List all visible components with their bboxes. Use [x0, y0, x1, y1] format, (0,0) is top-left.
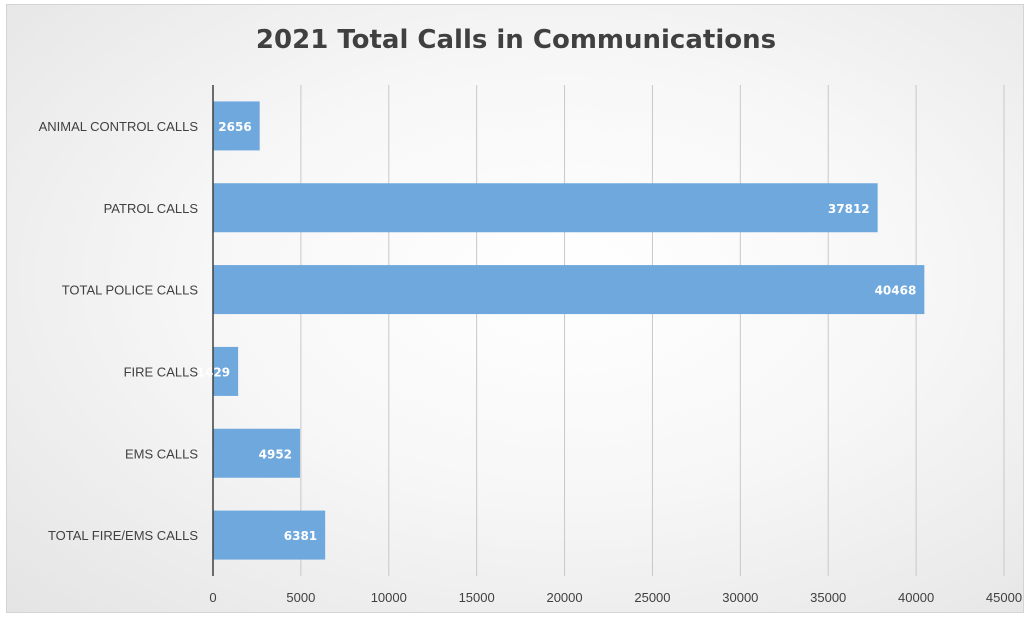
x-tick-label: 5000	[286, 590, 315, 605]
x-tick-label: 45000	[986, 590, 1022, 605]
category-label: TOTAL POLICE CALLS	[62, 283, 199, 298]
category-label: PATROL CALLS	[104, 201, 199, 216]
x-tick-label: 35000	[810, 590, 846, 605]
x-tick-label: 15000	[459, 590, 495, 605]
data-label: 37812	[828, 202, 870, 216]
data-label: 40468	[875, 284, 917, 298]
x-tick-label: 20000	[546, 590, 582, 605]
gridlines	[300, 85, 1005, 576]
bar	[213, 346, 239, 396]
x-tick-label: 10000	[371, 590, 407, 605]
data-label: 6381	[284, 529, 317, 543]
chart-plot: 0 5000 10000 15000 20000 25000 30000 35000 40000…	[39, 85, 1023, 605]
chart-area: 2021 Total Calls in Communications 0 5000…	[6, 4, 1024, 613]
data-label: 1429	[197, 365, 230, 379]
bars	[213, 101, 925, 560]
bar	[213, 428, 301, 478]
x-tick-label: 25000	[634, 590, 670, 605]
bar	[213, 101, 260, 151]
bar	[213, 265, 925, 315]
category-label: TOTAL FIRE/EMS CALLS	[48, 528, 198, 543]
category-label: ANIMAL CONTROL CALLS	[39, 119, 199, 134]
category-label: FIRE CALLS	[124, 364, 199, 379]
x-tick-label: 40000	[898, 590, 934, 605]
labels: 0 5000 10000 15000 20000 25000 30000 35000 40000…	[39, 119, 1023, 605]
bar	[213, 183, 878, 233]
chart-title: 2021 Total Calls in Communications	[255, 25, 777, 55]
bar	[213, 510, 326, 560]
data-label: 4952	[259, 447, 292, 461]
x-tick-label: 0	[209, 590, 216, 605]
category-label: EMS CALLS	[125, 446, 198, 461]
data-label: 2656	[218, 120, 251, 134]
x-tick-label: 30000	[722, 590, 758, 605]
